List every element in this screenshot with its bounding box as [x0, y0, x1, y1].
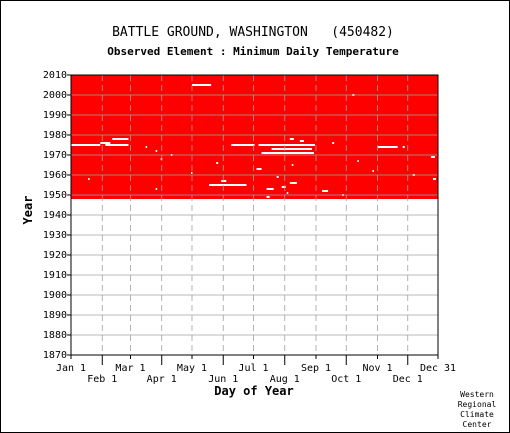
- credit-line-2: Regional: [458, 400, 497, 409]
- missing-data-segment: [112, 138, 129, 140]
- y-tick-label: 1870: [43, 350, 67, 361]
- missing-data-segment: [155, 150, 158, 152]
- y-tick-label: 1990: [43, 110, 67, 121]
- x-tick-label: Dec 31: [420, 363, 456, 374]
- x-tick-label: Oct 1: [331, 374, 361, 385]
- missing-data-segment: [221, 180, 227, 182]
- missing-data-segment: [289, 182, 297, 184]
- x-tick-label: Mar 1: [115, 363, 145, 374]
- missing-data-segment: [209, 184, 247, 186]
- missing-data-segment: [258, 144, 315, 146]
- x-tick-label: Dec 1: [393, 374, 423, 385]
- y-tick-label: 1980: [43, 130, 67, 141]
- missing-data-segment: [190, 172, 193, 174]
- missing-data-segment: [276, 176, 279, 178]
- y-tick-label: 1920: [43, 250, 67, 261]
- missing-data-segment: [216, 162, 219, 164]
- x-tick-label: Feb 1: [87, 374, 117, 385]
- credit-line-1: Western: [460, 390, 494, 399]
- y-tick-label: 1890: [43, 310, 67, 321]
- missing-data-segment: [357, 160, 359, 162]
- chart-title: BATTLE GROUND, WASHINGTON (450482): [112, 25, 394, 40]
- missing-data-segment: [281, 186, 286, 188]
- missing-data-segment: [289, 138, 294, 140]
- y-tick-label: 2010: [43, 70, 67, 81]
- y-tick-label: 1930: [43, 230, 67, 241]
- missing-data-segment: [100, 142, 111, 144]
- y-tick-label: 1970: [43, 150, 67, 161]
- missing-data-segment: [377, 146, 398, 148]
- missing-data-segment: [256, 168, 262, 170]
- missing-data-segment: [332, 142, 335, 144]
- missing-data-segment: [266, 196, 270, 198]
- missing-data-segment: [145, 146, 148, 148]
- missing-data-segment: [372, 170, 374, 172]
- x-tick-label: May 1: [177, 363, 207, 374]
- y-axis-label: Year: [21, 196, 35, 225]
- missing-data-segment: [432, 178, 436, 180]
- y-tick-label: 2000: [43, 90, 67, 101]
- credit-block: Western Regional Climate Center: [458, 390, 497, 429]
- x-tick-label: Aug 1: [270, 374, 300, 385]
- axis-layer: 1870 1880 1890 1900 1910 1920 1930 1940 1950 1960…: [43, 70, 456, 385]
- missing-data-segment: [430, 156, 435, 158]
- chart-subtitle: Observed Element : Minimum Daily Tempera…: [107, 45, 399, 58]
- x-tick-label: Apr 1: [147, 374, 177, 385]
- observed-data-block: [71, 75, 438, 199]
- y-tick-label: 1950: [43, 190, 67, 201]
- missing-data-segment: [286, 192, 289, 194]
- y-tick-label: 1900: [43, 290, 67, 301]
- x-tick-label: Jul 1: [238, 363, 268, 374]
- missing-data-segment: [71, 144, 101, 146]
- credit-line-3: Climate: [460, 410, 494, 419]
- grid-layer: [71, 75, 438, 355]
- missing-data-segment: [105, 144, 129, 146]
- y-tick-label: 1910: [43, 270, 67, 281]
- x-axis-label: Day of Year: [214, 384, 293, 398]
- y-tick-label: 1960: [43, 170, 67, 181]
- missing-data-segment: [155, 188, 158, 190]
- x-tick-label: Jun 1: [208, 374, 238, 385]
- x-tick-label: Jan 1: [56, 363, 86, 374]
- y-tick-label: 1940: [43, 210, 67, 221]
- missing-data-segment: [88, 178, 90, 180]
- missing-data-segment: [231, 144, 255, 146]
- y-tick-label: 1880: [43, 330, 67, 341]
- missing-data-segment: [291, 164, 294, 166]
- missing-data-segment: [261, 152, 314, 154]
- missing-data-segment: [402, 146, 405, 148]
- x-tick-label: Sep 1: [301, 363, 331, 374]
- missing-data-segment: [322, 190, 329, 192]
- missing-data-segment: [191, 84, 212, 86]
- x-tick-label: Nov 1: [362, 363, 392, 374]
- credit-line-4: Center: [463, 420, 492, 429]
- missing-data-segment: [299, 140, 304, 142]
- missing-data-segment: [271, 148, 312, 150]
- missing-data-segment: [266, 188, 274, 190]
- data-layer: [71, 75, 438, 199]
